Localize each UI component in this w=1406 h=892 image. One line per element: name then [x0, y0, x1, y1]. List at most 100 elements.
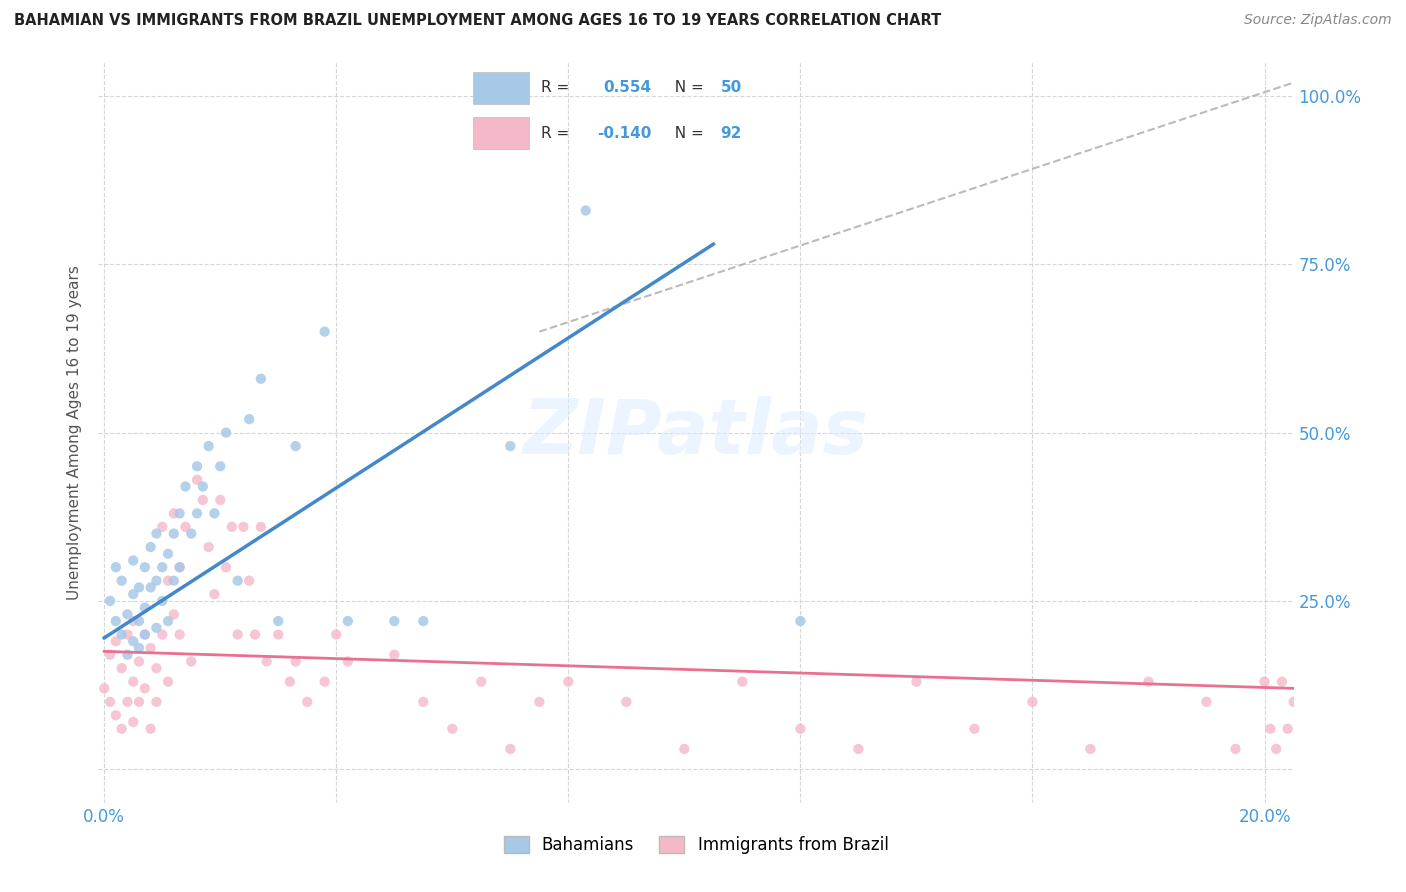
Text: N =: N =: [665, 126, 709, 141]
Text: 92: 92: [721, 126, 742, 141]
Point: [117, 695, 139, 709]
Point: [150, 560, 173, 574]
Point: [499, 439, 522, 453]
Point: [104, 614, 127, 628]
Point: [145, 574, 167, 588]
Point: [382, 614, 405, 628]
Point: [134, 600, 156, 615]
Point: [111, 627, 134, 641]
Point: [180, 655, 202, 669]
Point: [1340, 722, 1362, 736]
Point: [134, 560, 156, 574]
Point: [204, 507, 226, 521]
Point: [150, 520, 173, 534]
Text: 50: 50: [721, 80, 742, 95]
Point: [238, 412, 260, 426]
Point: [1282, 695, 1305, 709]
Point: [204, 587, 226, 601]
Point: [267, 627, 290, 641]
Point: [963, 722, 986, 736]
Point: [104, 634, 127, 648]
Point: [122, 553, 145, 567]
Point: [499, 742, 522, 756]
Point: [848, 742, 870, 756]
Point: [104, 560, 127, 574]
Point: [139, 722, 162, 736]
Point: [1369, 695, 1392, 709]
Point: [145, 621, 167, 635]
Point: [122, 614, 145, 628]
Point: [163, 574, 186, 588]
Point: [1288, 742, 1310, 756]
Point: [145, 695, 167, 709]
Bar: [474, 118, 529, 149]
Point: [267, 614, 290, 628]
Point: [470, 674, 492, 689]
Point: [1306, 742, 1329, 756]
Point: [139, 640, 162, 655]
Text: Source: ZipAtlas.com: Source: ZipAtlas.com: [1244, 13, 1392, 28]
Point: [905, 674, 928, 689]
Point: [122, 674, 145, 689]
Point: [128, 640, 150, 655]
Point: [128, 695, 150, 709]
Point: [1265, 742, 1288, 756]
Point: [139, 540, 162, 554]
Point: [1080, 742, 1102, 756]
Y-axis label: Unemployment Among Ages 16 to 19 years: Unemployment Among Ages 16 to 19 years: [67, 265, 83, 600]
Point: [128, 581, 150, 595]
Point: [1294, 674, 1316, 689]
Point: [1358, 708, 1381, 723]
Point: [191, 492, 214, 507]
Point: [575, 203, 598, 218]
Point: [157, 547, 180, 561]
Point: [134, 627, 156, 641]
Point: [111, 574, 134, 588]
Point: [1137, 674, 1160, 689]
Point: [98, 594, 121, 608]
Point: [336, 655, 359, 669]
Point: [169, 560, 191, 574]
Point: [1021, 695, 1043, 709]
Point: [1346, 695, 1368, 709]
Point: [1277, 722, 1299, 736]
Point: [1353, 742, 1375, 756]
Point: [250, 520, 273, 534]
Point: [117, 607, 139, 622]
Text: -0.140: -0.140: [598, 126, 651, 141]
Point: [163, 607, 186, 622]
Point: [186, 473, 208, 487]
Point: [1323, 695, 1346, 709]
Point: [122, 634, 145, 648]
Point: [150, 627, 173, 641]
Point: [441, 722, 464, 736]
Point: [122, 587, 145, 601]
Point: [215, 560, 238, 574]
Point: [157, 614, 180, 628]
Point: [232, 520, 254, 534]
Point: [1381, 695, 1403, 709]
Point: [412, 695, 434, 709]
Point: [1317, 655, 1340, 669]
Point: [284, 439, 307, 453]
Point: [226, 627, 249, 641]
Bar: [474, 72, 529, 103]
Point: [98, 695, 121, 709]
Point: [163, 526, 186, 541]
Point: [128, 614, 150, 628]
Point: [93, 681, 115, 696]
Point: [673, 742, 696, 756]
Point: [1225, 742, 1247, 756]
Point: [284, 655, 307, 669]
Point: [117, 627, 139, 641]
Point: [128, 655, 150, 669]
Point: [314, 325, 336, 339]
Point: [1364, 722, 1386, 736]
Point: [1375, 742, 1398, 756]
Point: [336, 614, 359, 628]
Point: [557, 674, 579, 689]
Point: [169, 507, 191, 521]
Point: [150, 594, 173, 608]
Point: [1195, 695, 1218, 709]
Point: [117, 648, 139, 662]
